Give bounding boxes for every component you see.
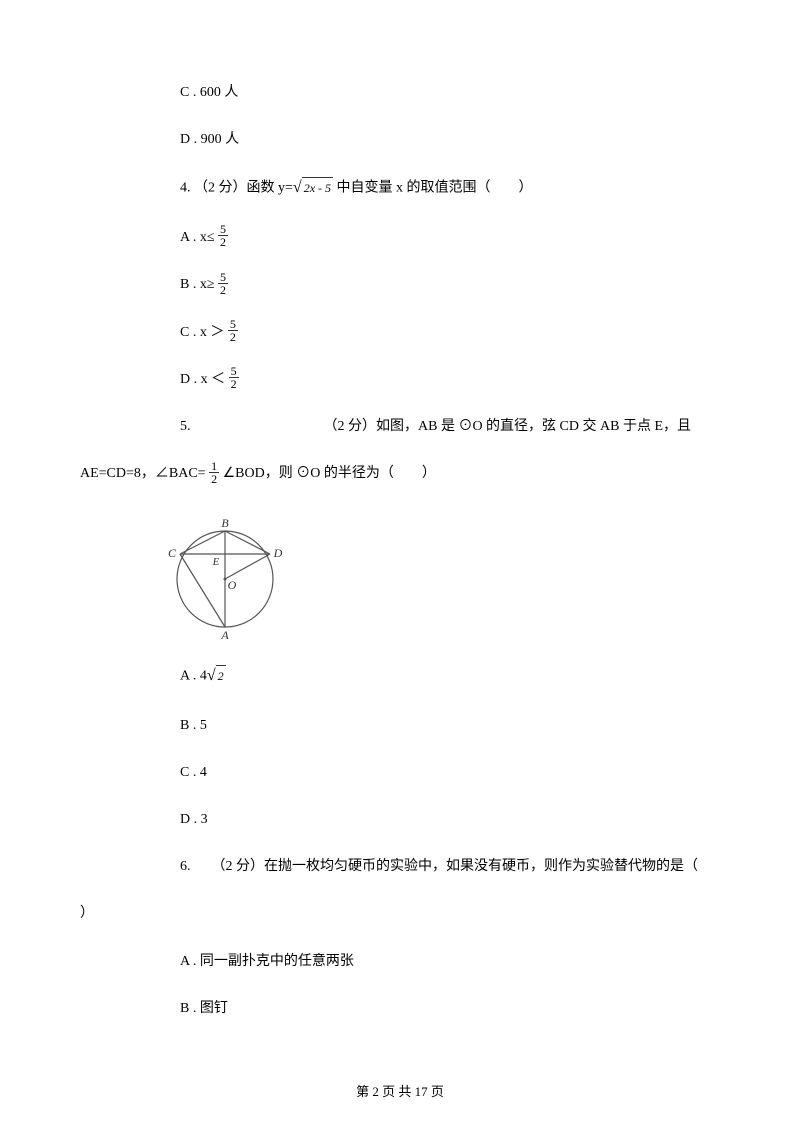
frac-den: 2	[218, 236, 228, 248]
point-o	[224, 577, 227, 580]
q3-option-c: C . 600 人	[80, 80, 720, 105]
page-footer: 第 2 页 共 17 页	[0, 1081, 800, 1100]
fraction: 52	[218, 271, 228, 296]
fraction: 52	[228, 318, 238, 343]
label-c: C	[168, 546, 177, 560]
frac-den: 2	[228, 331, 238, 343]
q5-option-b: B . 5	[80, 713, 720, 738]
line-od	[225, 554, 270, 579]
q6-stem: 6. （2 分）在抛一枚均匀硬币的实验中，如果没有硬币，则作为实验替代物的是（	[80, 854, 720, 879]
fraction: 52	[229, 365, 239, 390]
q5-stem-line1: 5. （2 分）如图，AB 是 ⊙O 的直径，弦 CD 交 AB 于点 E，且	[80, 414, 720, 439]
q4c-pre: C . x ＞	[180, 325, 228, 340]
label-o: O	[228, 578, 237, 592]
fraction: 12	[209, 460, 219, 485]
q4-stem-pre: 4. （2 分）函数 y=	[180, 181, 293, 196]
frac-den: 2	[229, 378, 239, 390]
q4-option-d: D . x ＜ 52	[80, 367, 720, 392]
q6-option-a: A . 同一副扑克中的任意两张	[80, 949, 720, 974]
label-b: B	[221, 516, 229, 530]
q4b-pre: B . x≥	[180, 277, 218, 292]
frac-den: 2	[209, 473, 219, 485]
q5-option-a: A . 4√2	[80, 662, 720, 691]
q4d-pre: D . x ＜	[180, 372, 229, 387]
sqrt-coef: 4	[200, 668, 207, 683]
sqrt-symbol: √	[293, 174, 302, 203]
sqrt-body: 2x - 5	[302, 177, 333, 200]
line-bc	[180, 531, 225, 554]
q6-option-b: B . 图钉	[80, 996, 720, 1021]
q5-option-c: C . 4	[80, 760, 720, 785]
circle-diagram: B C D E O A	[160, 509, 720, 644]
q3-option-d: D . 900 人	[80, 127, 720, 152]
q5-stem2-post: ∠BOD，则 ⊙O 的半径为（ ）	[219, 466, 436, 481]
frac-num: 1	[209, 460, 219, 473]
frac-num: 5	[218, 271, 228, 284]
label-a: A	[220, 628, 229, 639]
q4-option-b: B . x≥ 52	[80, 272, 720, 297]
q5-stem-line2: AE=CD=8，∠BAC= 12 ∠BOD，则 ⊙O 的半径为（ ）	[80, 461, 720, 486]
geometry-svg: B C D E O A	[160, 509, 290, 639]
sqrt-body: 2	[216, 665, 226, 688]
q6-stem-close: ）	[80, 901, 720, 926]
frac-den: 2	[218, 284, 228, 296]
label-e: E	[212, 556, 220, 568]
sqrt-expr: √2	[207, 662, 226, 691]
q4-option-c: C . x ＞ 52	[80, 320, 720, 345]
label-d: D	[273, 546, 283, 560]
q4-stem-post: 中自变量 x 的取值范围（ ）	[333, 181, 533, 196]
page-content: C . 600 人 D . 900 人 4. （2 分）函数 y=√2x - 5…	[0, 0, 800, 1083]
q5a-pre: A .	[180, 668, 200, 683]
fraction: 52	[218, 223, 228, 248]
q4a-pre: A . x≤	[180, 230, 218, 245]
sqrt-expr: √2x - 5	[293, 174, 333, 203]
q4-option-a: A . x≤ 52	[80, 225, 720, 250]
q4-stem: 4. （2 分）函数 y=√2x - 5 中自变量 x 的取值范围（ ）	[80, 174, 720, 203]
q5-stem2-pre: AE=CD=8，∠BAC=	[80, 466, 209, 481]
sqrt-symbol: √	[207, 662, 216, 691]
line-bd	[225, 531, 270, 554]
q5-option-d: D . 3	[80, 807, 720, 832]
